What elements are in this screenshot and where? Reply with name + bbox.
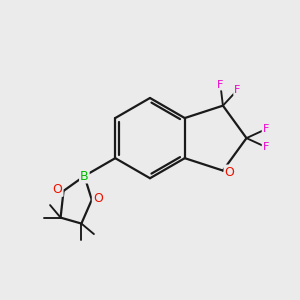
Text: F: F	[217, 80, 224, 89]
Text: F: F	[262, 124, 269, 134]
Text: F: F	[234, 85, 241, 95]
Text: O: O	[224, 166, 234, 178]
Text: B: B	[80, 169, 89, 182]
Text: O: O	[53, 183, 62, 196]
Text: O: O	[93, 192, 103, 205]
Text: F: F	[262, 142, 269, 152]
